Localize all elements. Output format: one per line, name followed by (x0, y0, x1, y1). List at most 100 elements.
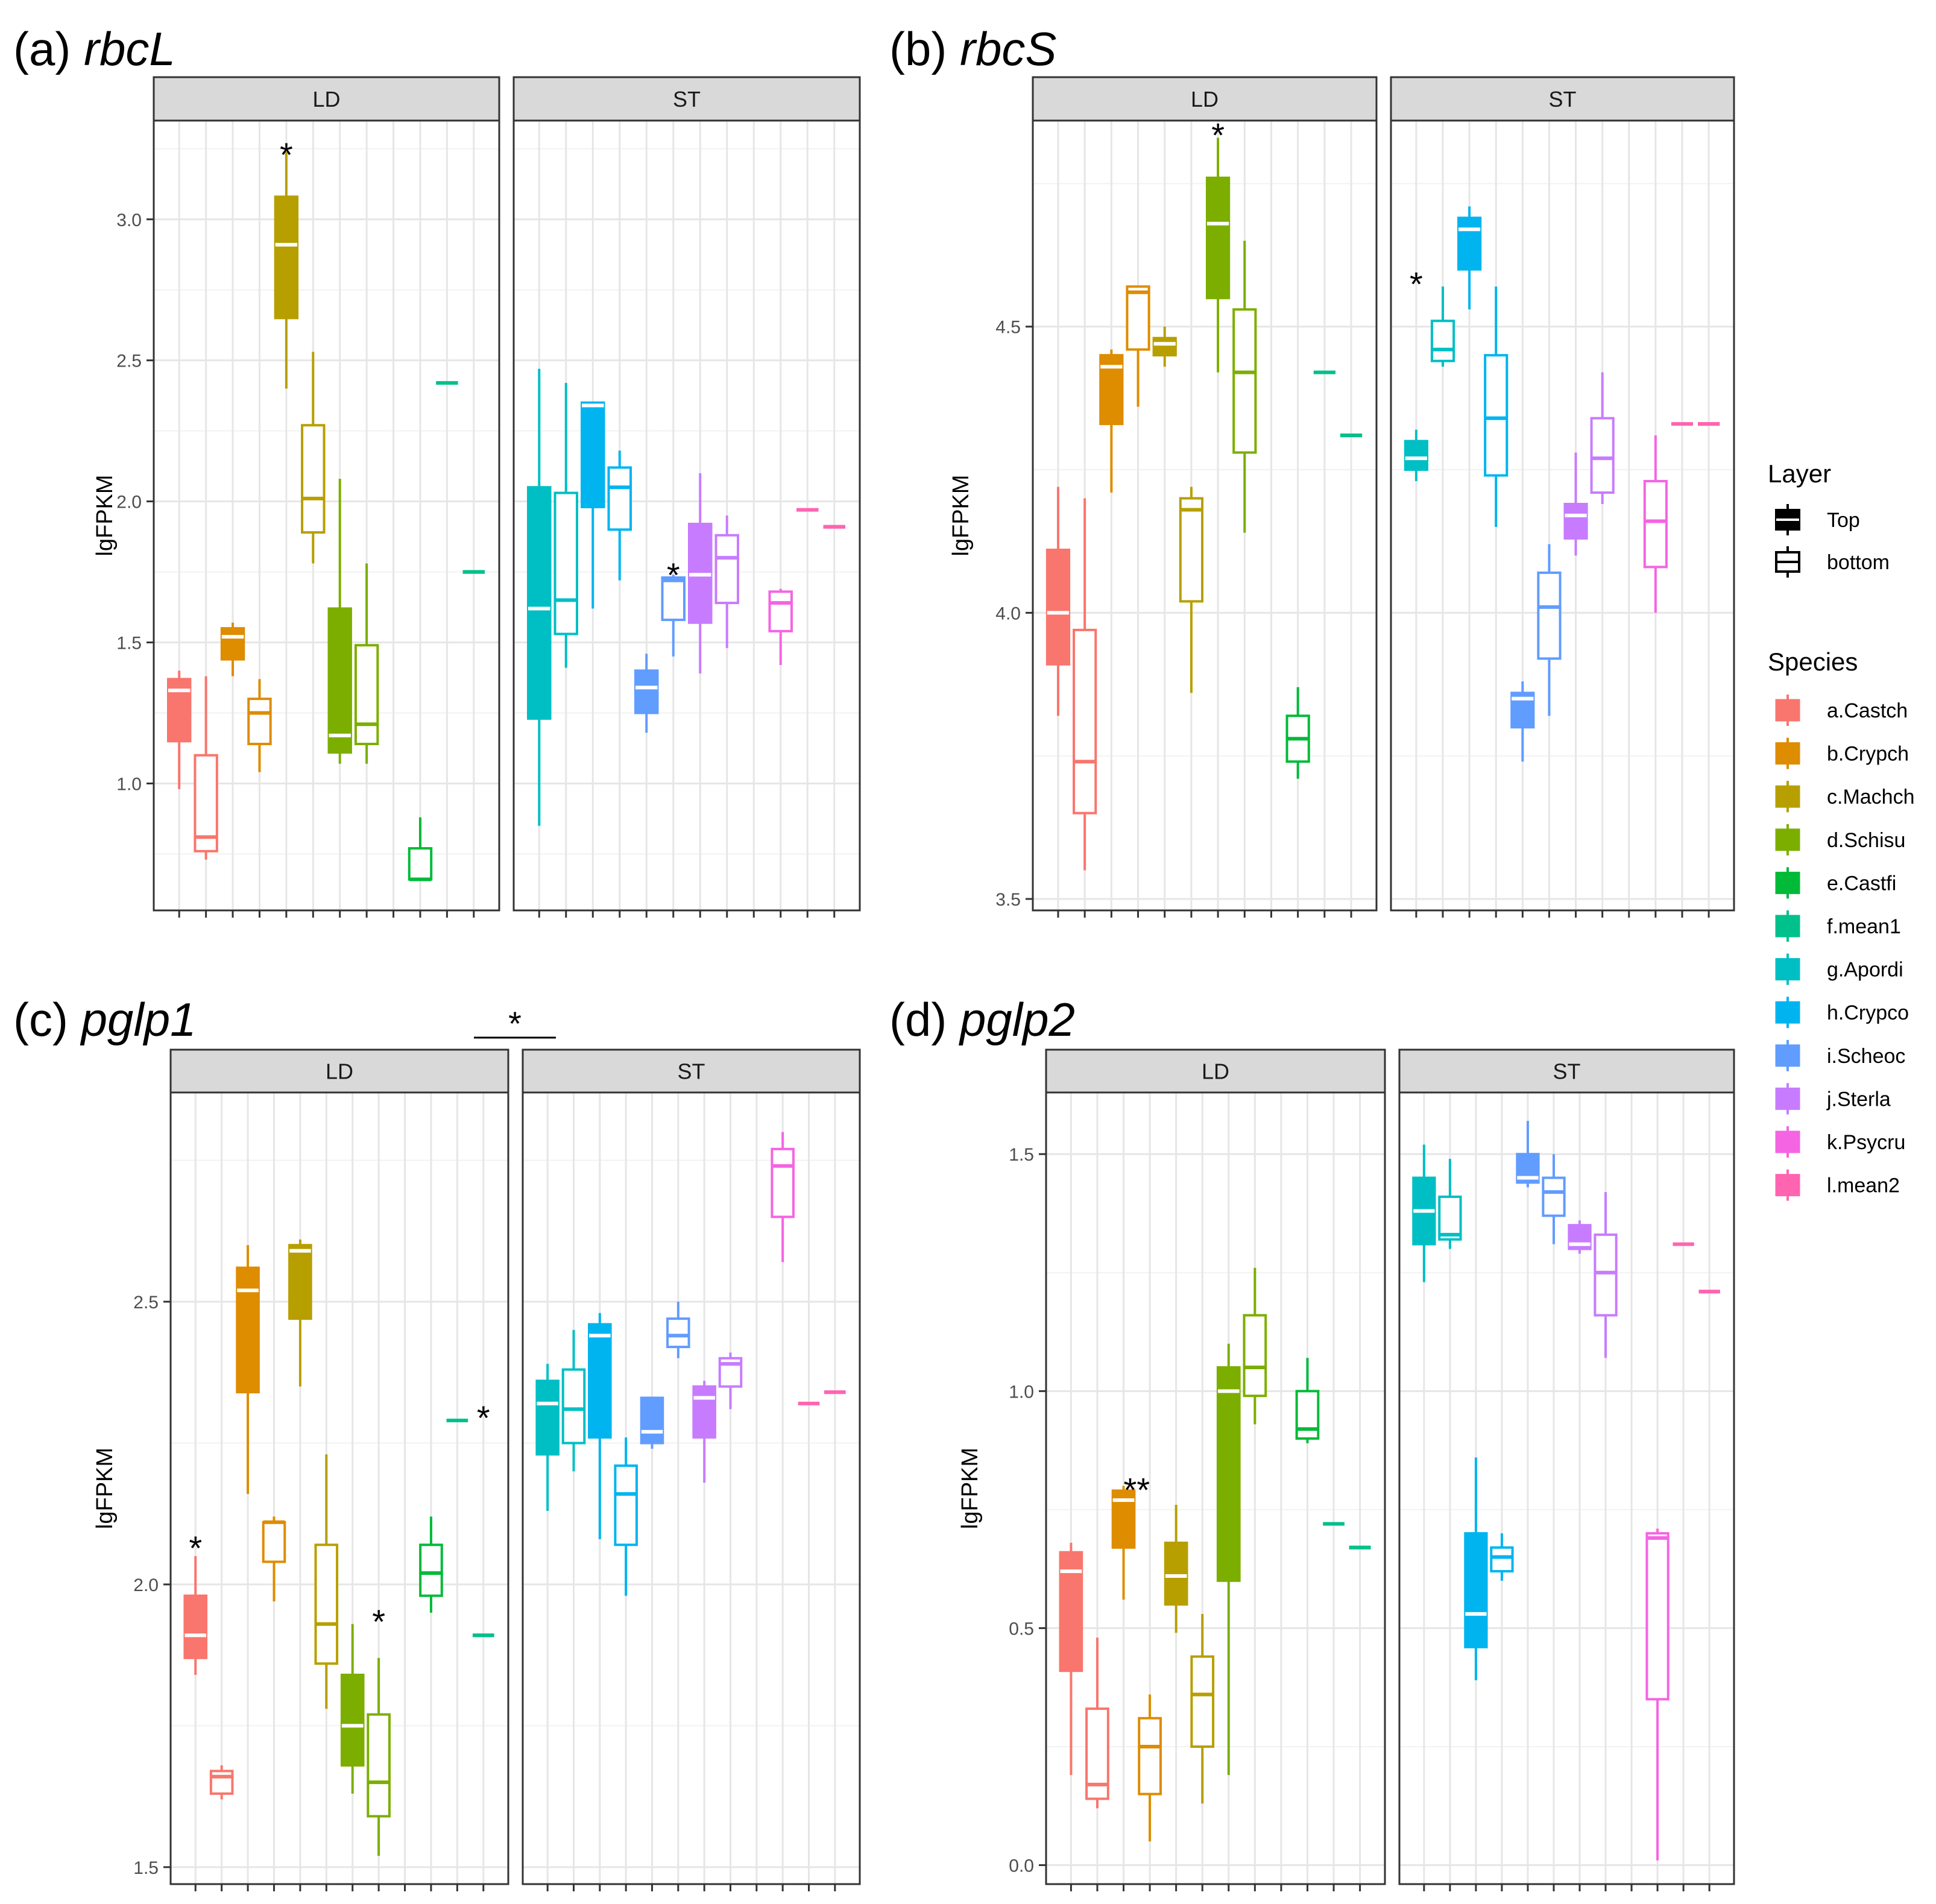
box-g.Apordi-bottom (553, 383, 579, 668)
box-body (535, 1379, 560, 1456)
box-body (1438, 1195, 1462, 1241)
box-a.Castch-Top (1045, 487, 1071, 716)
box-b.Crypch-bottom (247, 679, 272, 772)
box-a.Castch-bottom (209, 1765, 234, 1800)
box-h.Crypco-Top (588, 1313, 612, 1539)
y-tick-label: 2.0 (133, 1575, 159, 1595)
legend-species-label: k.Psycru (1827, 1131, 1905, 1154)
y-tick-label: 4.0 (995, 604, 1021, 623)
box-i.Scheoc-Top (1510, 681, 1535, 762)
box-body (771, 1147, 795, 1218)
box-body (1594, 1233, 1618, 1317)
box-body (274, 195, 299, 320)
legend-species-l.mean2: l.mean2 (1775, 1169, 1900, 1201)
box-e.Castfi-bottom (408, 817, 433, 881)
significance-marker: * (1410, 265, 1423, 303)
significance-marker: * (372, 1603, 385, 1641)
plot-background (1391, 121, 1734, 910)
legend-layer-bottom: bottom (1775, 546, 1890, 578)
significance-bracket-marker: * (508, 1004, 522, 1042)
legend-layer-label: Top (1827, 509, 1860, 532)
box-k.Psycru-bottom (768, 588, 793, 665)
box-body (419, 1543, 443, 1597)
box-body (1216, 1366, 1241, 1582)
box-h.Crypco-Top (1457, 206, 1482, 310)
box-body (692, 1385, 716, 1439)
box-d.Schisu-Top (340, 1624, 365, 1794)
significance-marker: * (667, 556, 680, 594)
box-body (607, 466, 632, 531)
y-axis-label: lgFPKM (948, 474, 974, 556)
y-axis-label: lgFPKM (92, 474, 118, 556)
legend-swatch (1775, 699, 1800, 722)
box-body (288, 1244, 312, 1320)
box-body (1484, 354, 1509, 477)
box-g.Apordi-Top (527, 368, 552, 826)
facet-strip (169, 1048, 509, 1094)
box-h.Crypco-bottom (1490, 1533, 1514, 1581)
y-tick-label: 2.5 (116, 351, 142, 371)
box-b.Crypch-bottom (1138, 1694, 1162, 1842)
box-body (1537, 571, 1562, 660)
box-c.Machch-bottom (1190, 1613, 1215, 1804)
panel-pglp2: (d) pglp2 lgFPKM LD 0.0 0.5 1.0 1.5 ** ST (889, 993, 1735, 1891)
box-body (247, 698, 272, 745)
box-body (1152, 336, 1177, 357)
legend-species-label: j.Sterla (1826, 1088, 1891, 1111)
legend-species-d.Schisu: d.Schisu (1775, 824, 1905, 856)
facet-strip (1045, 1048, 1386, 1094)
box-d.Schisu-bottom (354, 563, 379, 764)
facet-ST: ST (522, 1048, 861, 1891)
box-a.Castch-Top (166, 670, 192, 789)
box-i.Scheoc-bottom (1542, 1154, 1566, 1244)
box-c.Machch-Top (288, 1239, 312, 1387)
box-g.Apordi-Top (535, 1364, 560, 1512)
legend-species-label: f.mean1 (1827, 915, 1901, 938)
legend-species-f.mean1: f.mean1 (1775, 910, 1901, 942)
gene-name: rbcS (960, 22, 1056, 75)
box-body (1045, 548, 1071, 666)
box-d.Schisu-bottom (1232, 241, 1257, 533)
panel-title: (b) rbcS (889, 22, 1056, 75)
legend-species-label: e.Castfi (1827, 872, 1896, 895)
significance-marker: * (189, 1529, 202, 1567)
box-body (588, 1323, 612, 1439)
box-body (561, 1368, 586, 1445)
legend-species-i.Scheoc: i.Scheoc (1775, 1039, 1905, 1071)
box-j.Sterla-Top (692, 1381, 716, 1483)
box-body (367, 1713, 391, 1818)
y-tick-label: 2.0 (116, 493, 142, 512)
facet-strip-label: ST (677, 1059, 705, 1084)
box-body (1643, 480, 1668, 569)
y-tick-label: 1.5 (133, 1858, 159, 1878)
box-g.Apordi-Top (1404, 429, 1428, 482)
box-body (1205, 176, 1231, 300)
box-g.Apordi-bottom (1438, 1159, 1462, 1249)
facet-strip (512, 76, 861, 122)
box-body (1073, 628, 1097, 815)
box-body (666, 1317, 690, 1349)
box-k.Psycru-bottom (1645, 1528, 1670, 1861)
panel-label: (a) (13, 22, 84, 75)
box-d.Schisu-Top (327, 479, 352, 764)
y-tick-label: 1.5 (1009, 1145, 1034, 1165)
box-body (1243, 1314, 1267, 1398)
legend-swatch (1775, 742, 1800, 765)
y-tick-label: 3.5 (995, 890, 1021, 910)
box-body (236, 1266, 260, 1394)
legend-species-items: a.Castch b.Crypch c.Machch d.Schisu e.Castfi… (1775, 695, 1915, 1201)
facet-strip-label: LD (1202, 1059, 1229, 1084)
panel-rbcS: (b) rbcS lgFPKM LD 3.5 4.0 4.5 * ST * (889, 22, 1735, 918)
facet-LD: LD 3.5 4.0 4.5 * (995, 76, 1378, 918)
box-e.Castfi-bottom (419, 1516, 443, 1613)
legend-species-j.Sterla: j.Sterla (1775, 1083, 1891, 1115)
box-h.Crypco-bottom (614, 1437, 638, 1596)
box-body (1457, 216, 1482, 271)
legend-swatch (1775, 1174, 1800, 1197)
box-j.Sterla-bottom (718, 1352, 743, 1410)
facet-strip-label: ST (1548, 87, 1576, 112)
box-body (1126, 285, 1150, 351)
box-b.Crypch-Top (220, 622, 245, 676)
box-a.Castch-Top (1059, 1542, 1083, 1776)
